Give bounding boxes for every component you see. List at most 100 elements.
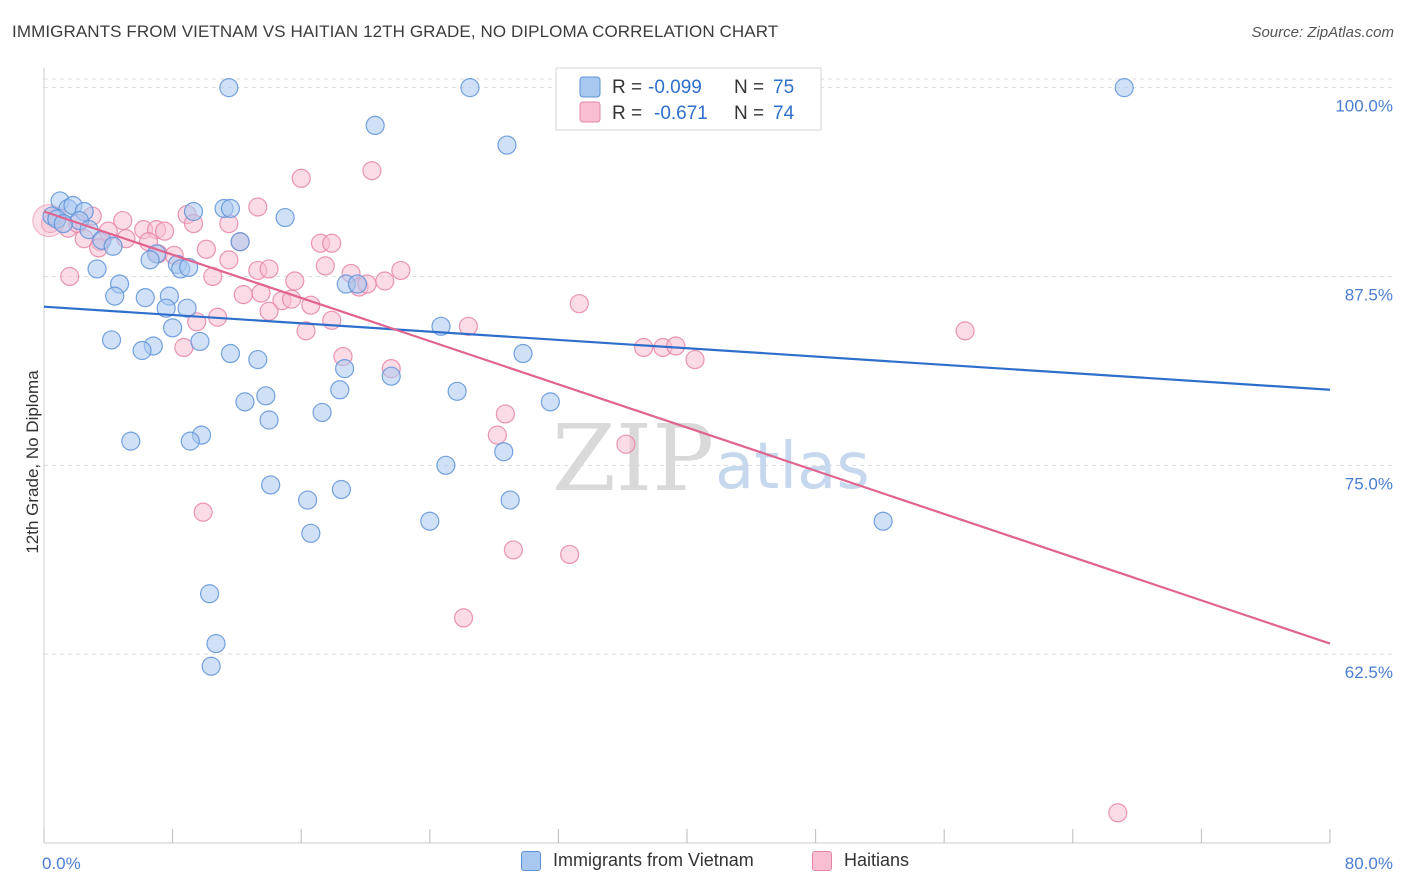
legend-swatch-vietnam-bottom (521, 850, 541, 871)
vietnam-point (301, 523, 321, 543)
vietnam-point (206, 633, 226, 654)
haitians-point (233, 285, 253, 305)
watermark-atlas: atlas (715, 430, 870, 504)
vietnam-point (219, 78, 239, 98)
vietnam-point (105, 286, 125, 306)
stats-legend: R = -0.099 N = 75 R = -0.671 N = 74 (555, 67, 822, 131)
vietnam-point (190, 331, 210, 352)
legend-item-vietnam: Immigrants from Vietnam (521, 850, 754, 871)
vietnam-point (494, 442, 514, 462)
legend-n-value-haitians: 74 (773, 103, 795, 124)
haitians-point (259, 301, 279, 321)
x-tick-label-min: 0.0% (42, 854, 81, 873)
vietnam-point (513, 343, 533, 364)
vietnam-point (335, 359, 355, 379)
x-tick-label-max: 80.0% (1345, 854, 1393, 873)
legend-swatch-haitians (579, 101, 601, 123)
haitians-point (458, 316, 478, 336)
vietnam-point (220, 198, 241, 219)
vietnam-point (312, 402, 332, 423)
y-tick-label: 75.0% (1345, 474, 1393, 493)
vietnam-point (873, 511, 893, 531)
vietnam-point (230, 232, 250, 252)
haitians-point (174, 337, 194, 358)
vietnam-point (135, 288, 155, 308)
legend-n-label-vietnam: N = (734, 77, 764, 98)
vietnam-point (365, 115, 385, 136)
vietnam-point (330, 380, 350, 400)
vietnam-point (460, 78, 480, 98)
haitians-point (666, 336, 686, 356)
vietnam-point (101, 330, 122, 350)
vietnam-point (220, 343, 241, 364)
vietnam-point (163, 318, 183, 338)
vietnam-point (298, 490, 318, 510)
haitians-point (291, 168, 311, 188)
haitians-point (322, 233, 342, 253)
vietnam-point (497, 135, 517, 155)
legend-swatch-vietnam (579, 76, 601, 98)
vietnam-point (87, 259, 107, 279)
haitians-point (1108, 803, 1128, 823)
haitians-point (633, 337, 654, 358)
vietnam-trend-line (43, 305, 1331, 391)
vietnam-point (540, 392, 560, 412)
legend-n-label-haitians: N = (734, 103, 764, 124)
haitians-point (495, 404, 515, 424)
vietnam-point (235, 392, 255, 412)
zipatlas-watermark: ZIP atlas (552, 405, 870, 512)
haitians-point (248, 197, 268, 217)
haitians-point (281, 289, 302, 309)
haitians-point (259, 259, 279, 279)
vietnam-point (140, 250, 160, 270)
legend-swatch-haitians-bottom (812, 850, 832, 871)
vietnam-point (259, 410, 279, 430)
legend-r-label-vietnam: R = (612, 77, 642, 98)
vietnam-point (177, 298, 197, 318)
source-label: Source: ZipAtlas.com (1251, 24, 1394, 41)
vietnam-point (248, 349, 268, 370)
legend-item-haitians: Haitians (812, 850, 909, 871)
haitians-point (560, 544, 580, 565)
haitians-point (453, 608, 474, 628)
vietnam-point (1114, 78, 1134, 98)
series-legend: Immigrants from Vietnam Haitians (0, 850, 1406, 880)
trend-lines (43, 210, 1331, 645)
vietnam-point (132, 340, 152, 361)
vietnam-points (42, 78, 1134, 676)
vietnam-point (180, 431, 200, 451)
legend-n-value-vietnam: 75 (773, 77, 794, 98)
vietnam-point (103, 236, 123, 256)
vietnam-point (261, 475, 281, 495)
vietnam-point (183, 201, 204, 222)
watermark-zip: ZIP (552, 405, 714, 512)
haitians-point (219, 250, 239, 270)
vietnam-point (436, 455, 456, 475)
haitians-point (616, 434, 636, 454)
vietnam-point (431, 316, 451, 336)
y-axis-label: 12th Grade, No Diploma (23, 370, 42, 554)
legend-label-vietnam: Immigrants from Vietnam (553, 850, 754, 870)
legend-r-value-vietnam: -0.099 (648, 77, 702, 98)
haitians-point (685, 349, 705, 370)
y-axis-title: 12th Grade, No Diploma (23, 370, 42, 554)
vietnam-point (447, 381, 467, 401)
vietnam-point (331, 479, 351, 500)
haitians-trend-line (43, 210, 1331, 645)
vietnam-point (381, 366, 401, 386)
vietnam-point (256, 386, 276, 406)
vietnam-point (201, 656, 221, 676)
haitians-point (569, 294, 589, 314)
haitians-point (315, 256, 335, 276)
haitians-point (503, 540, 523, 560)
vietnam-point (500, 490, 520, 510)
haitians-point (285, 271, 305, 291)
haitians-point (955, 321, 975, 341)
chart-title: IMMIGRANTS FROM VIETNAM VS HAITIAN 12TH … (12, 22, 779, 41)
legend-r-label-haitians: R = (612, 103, 642, 124)
haitians-point (60, 266, 80, 287)
haitians-point (193, 502, 213, 522)
haitians-point (391, 260, 411, 281)
vietnam-point (121, 431, 141, 451)
